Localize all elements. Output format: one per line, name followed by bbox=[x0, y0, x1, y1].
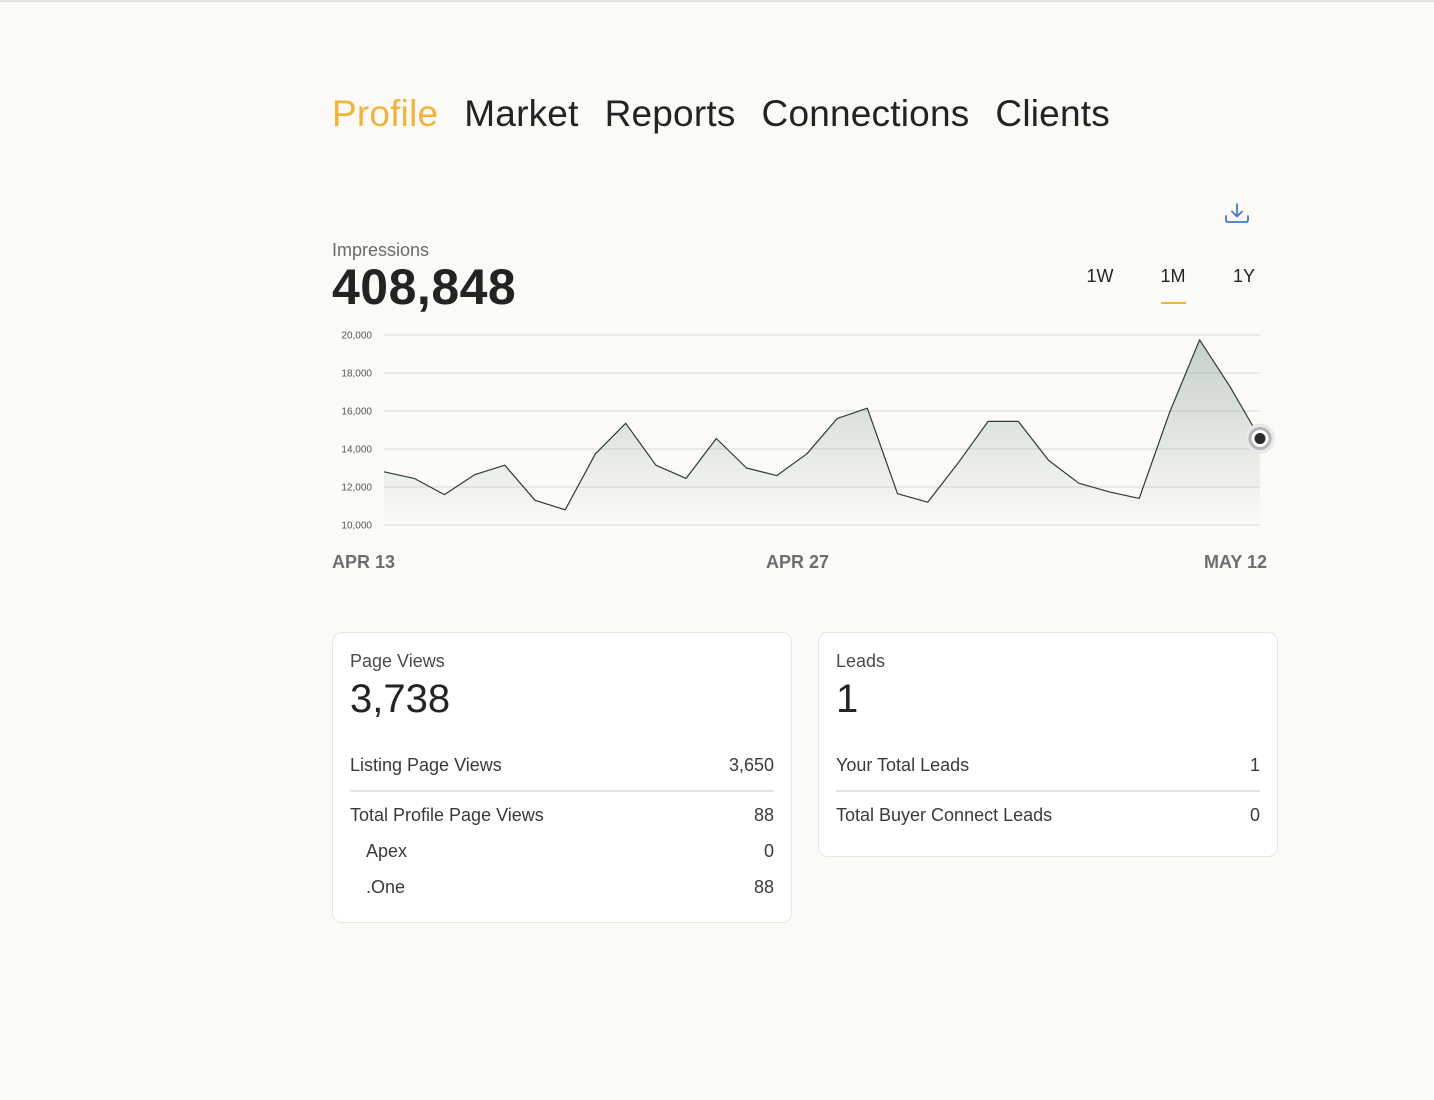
divider bbox=[350, 790, 774, 792]
row-label: Total Buyer Connect Leads bbox=[836, 805, 1053, 825]
total-profile-page-views-row: Total Profile Page Views 88 bbox=[350, 805, 774, 826]
x-tick-label: APR 27 bbox=[766, 552, 830, 572]
range-1w-label: 1W bbox=[1086, 266, 1114, 286]
row-label: .One bbox=[366, 877, 406, 897]
page-views-value: 3,738 bbox=[350, 677, 451, 721]
chart-y-ticks: 20,000 18,000 16,000 14,000 12,000 10,000 bbox=[341, 331, 372, 532]
y-tick-label: 18,000 bbox=[341, 369, 372, 380]
one-row: .One 88 bbox=[366, 877, 774, 898]
y-tick-label: 14,000 bbox=[341, 445, 372, 456]
page-views-title: Page Views bbox=[350, 651, 445, 671]
tab-connections[interactable]: Connections bbox=[761, 93, 970, 134]
chart-highlight[interactable] bbox=[1245, 423, 1275, 454]
tab-clients[interactable]: Clients bbox=[995, 93, 1110, 134]
y-tick-label: 10,000 bbox=[341, 521, 372, 532]
range-1m-label: 1M bbox=[1160, 266, 1186, 286]
row-value: 88 bbox=[753, 805, 774, 825]
total-buyer-connect-leads-row: Total Buyer Connect Leads 0 bbox=[836, 805, 1260, 826]
chart-line bbox=[383, 339, 1261, 511]
leads-card: Leads 1 Your Total Leads 1 Total Buyer C… bbox=[818, 632, 1278, 857]
y-tick-label: 16,000 bbox=[341, 407, 372, 418]
row-value: 3,650 bbox=[728, 755, 774, 775]
row-label: Listing Page Views bbox=[350, 755, 502, 775]
range-1y-label: 1Y bbox=[1232, 266, 1256, 286]
impressions-chart: 20,000 18,000 16,000 14,000 12,000 10,000 bbox=[341, 331, 1275, 532]
main-nav: Profile Market Reports Connections Clien… bbox=[332, 88, 1110, 140]
tab-profile[interactable]: Profile bbox=[332, 93, 439, 134]
row-value: 0 bbox=[763, 841, 774, 861]
impressions-value: 408,848 bbox=[332, 259, 517, 315]
divider bbox=[836, 790, 1260, 792]
listing-page-views-row: Listing Page Views 3,650 bbox=[350, 755, 774, 776]
chart-area bbox=[384, 339, 1260, 525]
range-1w[interactable]: 1W bbox=[1080, 266, 1120, 287]
y-tick-label: 12,000 bbox=[341, 483, 372, 494]
row-label: Your Total Leads bbox=[836, 755, 970, 775]
row-value: 1 bbox=[1249, 755, 1260, 775]
range-selector: 1W 1M 1Y bbox=[1070, 266, 1270, 310]
row-value: 88 bbox=[753, 877, 774, 897]
page-views-card: Page Views 3,738 Listing Page Views 3,65… bbox=[332, 632, 792, 923]
impressions-label: Impressions bbox=[332, 240, 430, 260]
x-tick-label: APR 13 bbox=[332, 552, 396, 572]
apex-row: Apex 0 bbox=[366, 841, 774, 862]
row-value: 0 bbox=[1249, 805, 1260, 825]
range-1m[interactable]: 1M bbox=[1153, 266, 1193, 304]
your-total-leads-row: Your Total Leads 1 bbox=[836, 755, 1260, 776]
top-border bbox=[0, 0, 1434, 2]
x-tick-label: MAY 12 bbox=[1204, 552, 1268, 572]
range-1y[interactable]: 1Y bbox=[1224, 266, 1264, 287]
highlight-point[interactable] bbox=[1254, 433, 1266, 445]
tab-reports[interactable]: Reports bbox=[604, 93, 736, 134]
leads-title: Leads bbox=[836, 651, 886, 671]
tab-market[interactable]: Market bbox=[464, 93, 579, 134]
row-label: Apex bbox=[366, 841, 408, 861]
row-label: Total Profile Page Views bbox=[350, 805, 544, 825]
download-icon[interactable] bbox=[1222, 198, 1252, 228]
range-active-underline bbox=[1161, 302, 1186, 304]
y-tick-label: 20,000 bbox=[341, 331, 372, 342]
leads-value: 1 bbox=[836, 677, 859, 721]
